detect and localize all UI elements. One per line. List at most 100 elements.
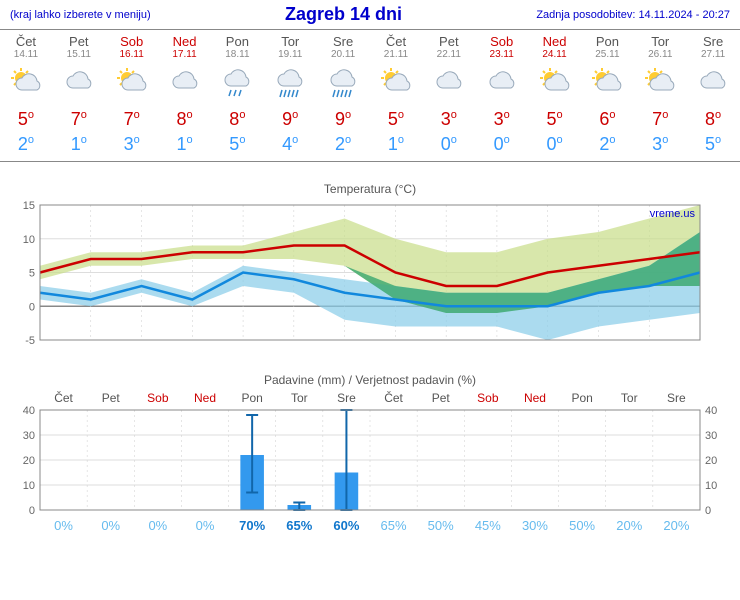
- temp-high: 6o: [581, 107, 633, 132]
- svg-text:0: 0: [29, 505, 35, 515]
- day-column: Ned17.118o1o: [159, 30, 212, 161]
- day-column: Pet22.113o0o: [423, 30, 476, 161]
- weather-icon: [687, 60, 739, 107]
- precip-probability: 30%: [511, 518, 558, 533]
- weather-icon: [0, 60, 52, 107]
- day-column: Pon25.116o2o: [581, 30, 634, 161]
- precip-day-label: Pon: [559, 391, 606, 405]
- weather-icon: [53, 60, 105, 107]
- temp-high: 9o: [317, 107, 369, 132]
- day-column: Sob16.117o3o: [106, 30, 159, 161]
- svg-text:40: 40: [705, 405, 717, 417]
- weather-icon: [106, 60, 158, 107]
- temp-high: 7o: [53, 107, 105, 132]
- precip-probability: 0%: [181, 518, 228, 533]
- day-abbr: Pon: [581, 34, 633, 49]
- temp-low: 0o: [476, 132, 528, 157]
- precipitation-chart: 0 0 10 10 20 20 30 30 40 40: [0, 405, 740, 515]
- day-date: 26.11: [634, 49, 686, 60]
- temp-high: 9o: [264, 107, 316, 132]
- weather-icon: [211, 60, 263, 107]
- day-column: Tor19.11 9o4o: [264, 30, 317, 161]
- day-date: 20.11: [317, 49, 369, 60]
- temp-low: 3o: [106, 132, 158, 157]
- day-date: 24.11: [529, 49, 581, 60]
- day-date: 19.11: [264, 49, 316, 60]
- precip-day-label: Čet: [40, 391, 87, 405]
- weather-icon: [581, 60, 633, 107]
- svg-text:-5: -5: [25, 335, 35, 347]
- svg-text:10: 10: [23, 480, 35, 492]
- day-abbr: Pet: [53, 34, 105, 49]
- weather-icon: [370, 60, 422, 107]
- precip-chart-title: Padavine (mm) / Verjetnost padavin (%): [0, 373, 740, 387]
- temp-low: 2o: [317, 132, 369, 157]
- weather-icon: [423, 60, 475, 107]
- day-date: 22.11: [423, 49, 475, 60]
- page-title: Zagreb 14 dni: [285, 4, 402, 25]
- day-abbr: Sob: [476, 34, 528, 49]
- precip-day-label: Pet: [417, 391, 464, 405]
- day-column: Pet15.117o1o: [53, 30, 106, 161]
- precip-probability: 20%: [653, 518, 700, 533]
- precip-day-label: Ned: [181, 391, 228, 405]
- precip-day-label: Sob: [464, 391, 511, 405]
- temp-low: 4o: [264, 132, 316, 157]
- svg-text:30: 30: [23, 430, 35, 442]
- svg-text:20: 20: [705, 455, 717, 467]
- svg-text:10: 10: [705, 480, 717, 492]
- weather-icon: [264, 60, 316, 107]
- precip-day-label: Sre: [323, 391, 370, 405]
- precip-probability: 0%: [40, 518, 87, 533]
- svg-text:0: 0: [29, 301, 35, 313]
- precip-probability: 0%: [87, 518, 134, 533]
- svg-text:20: 20: [23, 455, 35, 467]
- day-abbr: Sre: [317, 34, 369, 49]
- precip-day-label: Pet: [87, 391, 134, 405]
- day-column: Ned24.115o0o: [529, 30, 582, 161]
- precip-day-label: Sob: [134, 391, 181, 405]
- temp-low: 5o: [687, 132, 739, 157]
- precip-probability: 50%: [559, 518, 606, 533]
- svg-text:vreme.us: vreme.us: [650, 208, 696, 220]
- svg-text:40: 40: [23, 405, 35, 417]
- svg-text:30: 30: [705, 430, 717, 442]
- day-abbr: Tor: [634, 34, 686, 49]
- svg-text:0: 0: [705, 505, 711, 515]
- precip-probability: 70%: [229, 518, 276, 533]
- weather-icon: [529, 60, 581, 107]
- temp-high: 7o: [634, 107, 686, 132]
- day-abbr: Čet: [370, 34, 422, 49]
- precip-day-label: Pon: [229, 391, 276, 405]
- weather-icon: [476, 60, 528, 107]
- precip-day-label: Čet: [370, 391, 417, 405]
- day-column: Sob23.11 3o0o: [476, 30, 529, 161]
- day-abbr: Pet: [423, 34, 475, 49]
- day-date: 25.11: [581, 49, 633, 60]
- day-column: Tor26.11 7o3o: [634, 30, 687, 161]
- temp-low: 2o: [0, 132, 52, 157]
- day-date: 17.11: [159, 49, 211, 60]
- temp-high: 5o: [370, 107, 422, 132]
- day-date: 18.11: [211, 49, 263, 60]
- precip-probability: 45%: [464, 518, 511, 533]
- day-date: 14.11: [0, 49, 52, 60]
- day-column: Sre20.11 9o2o: [317, 30, 370, 161]
- header-note: (kraj lahko izberete v meniju): [10, 9, 151, 21]
- day-date: 15.11: [53, 49, 105, 60]
- temp-high: 5o: [0, 107, 52, 132]
- temp-low: 1o: [370, 132, 422, 157]
- day-date: 23.11: [476, 49, 528, 60]
- svg-text:10: 10: [23, 234, 35, 246]
- precip-day-label: Ned: [511, 391, 558, 405]
- svg-text:15: 15: [23, 200, 35, 212]
- temp-high: 3o: [476, 107, 528, 132]
- day-date: 16.11: [106, 49, 158, 60]
- temp-low: 3o: [634, 132, 686, 157]
- temp-high: 3o: [423, 107, 475, 132]
- temp-high: 5o: [529, 107, 581, 132]
- probability-row: 0%0%0%0%70%65%60%65%50%45%30%50%20%20%: [0, 518, 740, 533]
- day-abbr: Tor: [264, 34, 316, 49]
- day-date: 27.11: [687, 49, 739, 60]
- day-abbr: Pon: [211, 34, 263, 49]
